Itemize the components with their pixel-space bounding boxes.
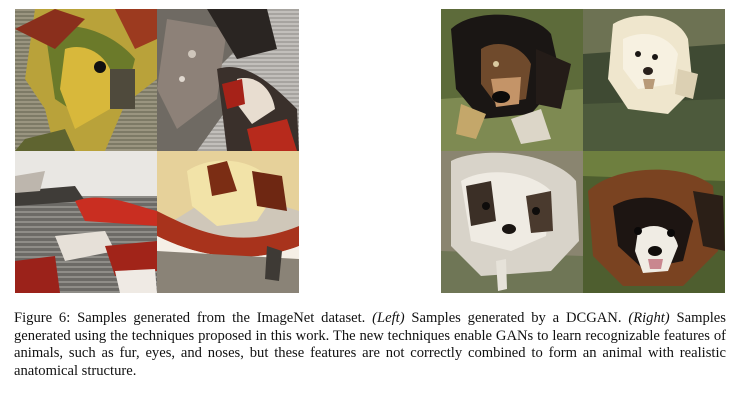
gan-sample-image — [583, 9, 725, 151]
dcgan-sample-tile — [157, 151, 299, 293]
gan-sample-image — [441, 151, 583, 293]
gan-sample-tile — [441, 9, 583, 151]
caption-left-tag: (Left) — [372, 310, 405, 326]
gan-sample-image — [583, 151, 725, 293]
dcgan-sample-image — [157, 151, 299, 293]
figure-left-panel — [15, 9, 299, 293]
caption-right-tag: (Right) — [628, 310, 670, 326]
dcgan-sample-image — [157, 9, 299, 151]
gan-sample-tile — [583, 9, 725, 151]
gan-sample-tile — [583, 151, 725, 293]
caption-right-text: Samples generated using the techniques p… — [14, 310, 726, 379]
caption-lead: Figure 6: Samples generated from the Ima… — [14, 310, 366, 326]
dcgan-sample-tile — [15, 9, 157, 151]
dcgan-sample-image — [15, 9, 157, 151]
dcgan-sample-tile — [15, 151, 157, 293]
dcgan-sample-image — [15, 151, 157, 293]
dcgan-sample-tile — [157, 9, 299, 151]
gan-sample-tile — [441, 151, 583, 293]
gan-sample-image — [441, 9, 583, 151]
figure-caption: Figure 6: Samples generated from the Ima… — [14, 310, 726, 380]
figure-right-panel — [441, 9, 725, 293]
caption-left-text: Samples generated by a DCGAN. — [411, 310, 622, 326]
